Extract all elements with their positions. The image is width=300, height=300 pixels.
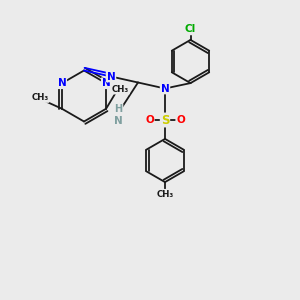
Text: H: H	[114, 104, 123, 115]
Text: O: O	[145, 115, 154, 125]
Text: CH₃: CH₃	[112, 85, 129, 94]
Text: S: S	[161, 113, 169, 127]
Text: O: O	[176, 115, 185, 125]
Text: N: N	[114, 116, 123, 126]
Text: N: N	[160, 83, 169, 94]
Text: N: N	[106, 71, 116, 82]
Text: CH₃: CH₃	[156, 190, 174, 199]
Text: CH₃: CH₃	[32, 93, 49, 102]
Text: N: N	[102, 78, 110, 88]
Text: N: N	[58, 78, 66, 88]
Text: Cl: Cl	[185, 24, 196, 34]
